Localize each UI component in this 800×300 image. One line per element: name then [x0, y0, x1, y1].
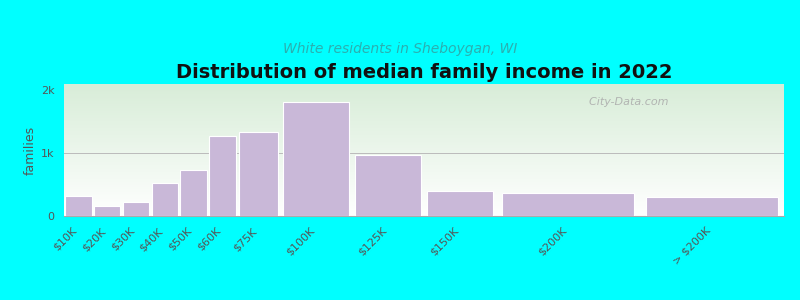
- Y-axis label: families: families: [23, 125, 37, 175]
- Bar: [65, 196, 92, 216]
- Bar: [180, 170, 207, 216]
- Bar: [151, 183, 178, 216]
- Bar: [122, 202, 150, 216]
- Bar: [283, 102, 349, 216]
- Bar: [502, 193, 634, 216]
- Text: City-Data.com: City-Data.com: [582, 97, 669, 107]
- Title: Distribution of median family income in 2022: Distribution of median family income in …: [176, 63, 672, 82]
- Text: White residents in Sheboygan, WI: White residents in Sheboygan, WI: [283, 41, 517, 56]
- Bar: [209, 136, 236, 216]
- Bar: [94, 206, 121, 216]
- Bar: [646, 196, 778, 216]
- Bar: [427, 191, 493, 216]
- Bar: [355, 155, 421, 216]
- Bar: [238, 132, 278, 216]
